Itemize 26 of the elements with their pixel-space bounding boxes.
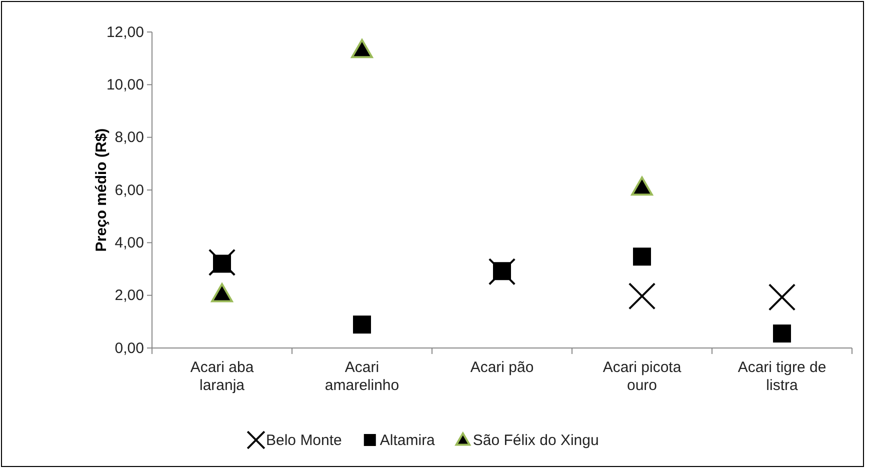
y-axis-title: Preço médio (R$): [93, 128, 110, 252]
x-tick-label: Acari amarelinho: [324, 359, 400, 394]
x-tick-label: Acari pão: [470, 359, 534, 376]
point: [493, 262, 511, 280]
point: [773, 324, 791, 343]
point: [631, 176, 653, 196]
point: [633, 248, 651, 266]
x-tick-label: Acari picota ouro: [602, 359, 682, 394]
y-tick-label: 0,00: [114, 340, 144, 357]
point: [768, 284, 796, 311]
point: [351, 39, 373, 58]
y-tick-label: 4,00: [114, 234, 144, 252]
legend-label: Altamira: [380, 432, 436, 449]
y-tick-label: 2,00: [114, 287, 144, 304]
point: [211, 283, 233, 302]
point: [628, 282, 656, 310]
x-tick-label: Acari aba laranja: [190, 359, 254, 394]
legend-label: São Félix do Xingu: [472, 432, 599, 449]
x-tick-label: Acari tigre de listra: [738, 359, 826, 394]
y-tick-label: 10,00: [106, 76, 144, 94]
point: [353, 316, 371, 334]
y-tick-label: 12,00: [106, 24, 144, 41]
legend-label: Belo Monte: [266, 432, 342, 449]
y-tick-label: 8,00: [114, 129, 144, 146]
y-tick-label: 6,00: [114, 182, 144, 199]
point: [213, 254, 231, 273]
